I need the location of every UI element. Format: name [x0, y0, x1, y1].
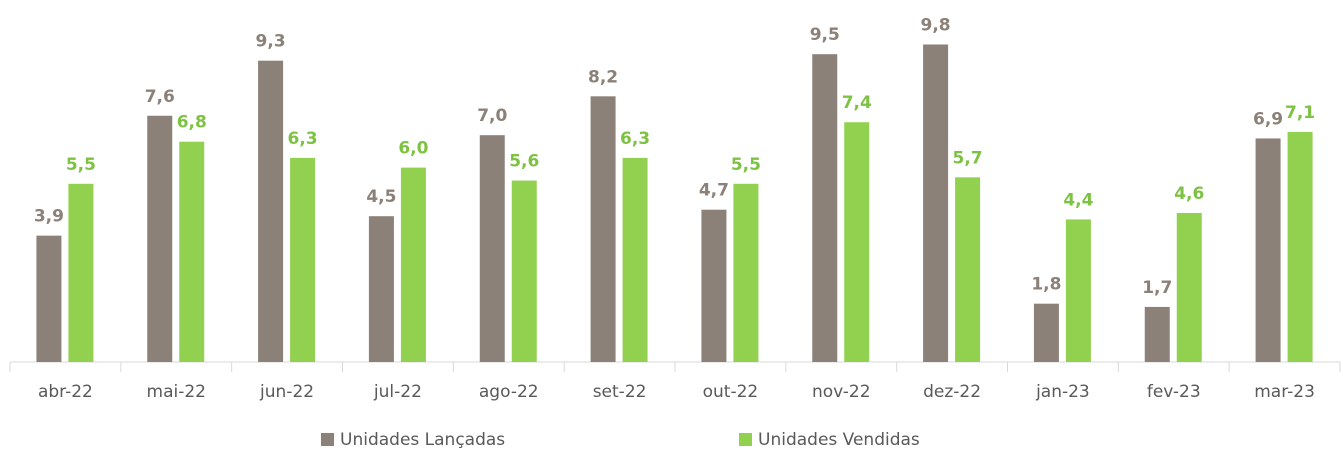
bar — [590, 96, 616, 362]
data-label: 1,8 — [1031, 275, 1061, 295]
data-label: 4,7 — [699, 181, 729, 201]
bar — [179, 141, 205, 362]
x-tick-label: jul-22 — [373, 382, 422, 402]
data-label: 9,8 — [921, 15, 951, 35]
x-tick-label: mar-23 — [1254, 382, 1315, 402]
bar — [812, 54, 838, 362]
bar — [68, 183, 94, 362]
data-label: 9,3 — [256, 32, 286, 52]
bar — [368, 216, 394, 362]
data-label: 6,3 — [288, 129, 318, 149]
data-label: 6,9 — [1253, 109, 1283, 129]
bar — [1255, 138, 1281, 362]
data-label: 7,4 — [842, 93, 872, 113]
data-label: 6,8 — [177, 113, 207, 133]
data-label: 4,6 — [1174, 184, 1204, 204]
data-label: 6,3 — [620, 129, 650, 149]
data-label: 6,0 — [398, 139, 428, 159]
x-tick-label: out-22 — [703, 382, 759, 402]
bar — [36, 235, 62, 362]
x-tick-label: dez-22 — [923, 382, 981, 402]
x-tick-label: set-22 — [593, 382, 647, 402]
data-label: 5,5 — [731, 155, 761, 175]
x-tick-label: fev-23 — [1147, 382, 1201, 402]
legend-swatch — [321, 433, 334, 446]
legend-swatch — [739, 433, 752, 446]
bar — [923, 44, 949, 362]
bar — [258, 60, 284, 363]
data-label: 5,6 — [509, 152, 539, 172]
data-label: 4,4 — [1063, 190, 1093, 210]
bar — [511, 180, 537, 362]
data-label: 3,9 — [34, 207, 64, 227]
bar — [147, 115, 173, 362]
data-label: 5,7 — [953, 148, 983, 168]
bar — [290, 157, 316, 362]
x-tick-label: jun-22 — [259, 382, 314, 402]
bar — [479, 135, 505, 362]
bar — [622, 157, 648, 362]
legend-label: Unidades Lançadas — [340, 430, 505, 450]
x-tick-label: mai-22 — [147, 382, 206, 402]
x-tick-label: nov-22 — [812, 382, 871, 402]
bar — [1144, 306, 1170, 362]
bar — [844, 122, 870, 363]
x-tick-label: jan-23 — [1035, 382, 1090, 402]
bar — [733, 183, 759, 362]
data-label: 5,5 — [66, 155, 96, 175]
data-label: 9,5 — [810, 25, 840, 45]
data-label: 7,1 — [1285, 103, 1315, 123]
data-label: 4,5 — [366, 187, 396, 207]
bar — [1065, 219, 1091, 362]
data-label: 1,7 — [1142, 278, 1172, 298]
bar — [1033, 303, 1059, 362]
legend-label: Unidades Vendidas — [758, 430, 920, 450]
data-label: 7,0 — [477, 106, 507, 126]
data-label: 7,6 — [145, 87, 175, 107]
data-label: 8,2 — [588, 67, 618, 87]
bar — [955, 177, 981, 362]
x-tick-label: ago-22 — [479, 382, 539, 402]
x-tick-label: abr-22 — [38, 382, 93, 402]
bar — [1176, 212, 1202, 362]
bar — [1287, 131, 1313, 362]
bar — [400, 167, 426, 362]
bar — [701, 209, 727, 362]
